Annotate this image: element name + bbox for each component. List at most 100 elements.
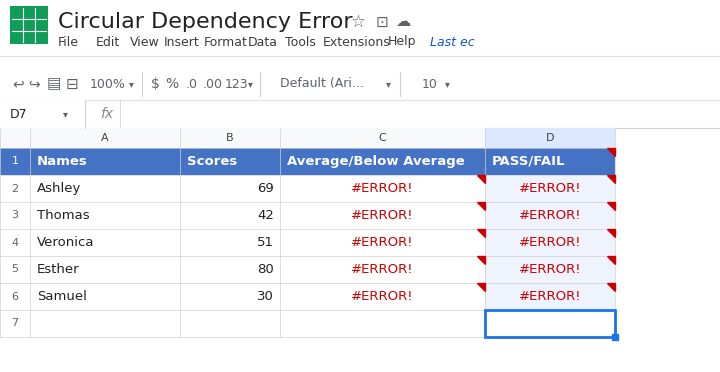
- Text: #ERROR!: #ERROR!: [351, 236, 414, 249]
- Text: #ERROR!: #ERROR!: [518, 290, 581, 303]
- Text: ▾: ▾: [386, 79, 390, 89]
- Polygon shape: [477, 283, 485, 291]
- Text: ↩: ↩: [12, 77, 24, 91]
- Text: Help: Help: [388, 35, 416, 48]
- Text: ⊡: ⊡: [376, 15, 388, 29]
- Polygon shape: [607, 256, 615, 264]
- Text: B: B: [226, 133, 234, 143]
- Polygon shape: [477, 256, 485, 264]
- Bar: [485, 202, 615, 229]
- Text: fx: fx: [100, 107, 113, 121]
- Text: 6: 6: [12, 292, 19, 301]
- Polygon shape: [607, 283, 615, 291]
- Text: ▤: ▤: [47, 77, 61, 92]
- Text: ▾: ▾: [63, 109, 68, 119]
- Bar: [0, 283, 615, 310]
- Bar: [30, 148, 615, 175]
- Text: #ERROR!: #ERROR!: [351, 209, 414, 222]
- Text: C: C: [379, 133, 387, 143]
- Bar: [0, 68, 720, 100]
- Text: 4: 4: [12, 237, 19, 247]
- Text: Insert: Insert: [164, 35, 199, 48]
- Text: Data: Data: [248, 35, 278, 48]
- Text: View: View: [130, 35, 160, 48]
- Text: %: %: [166, 77, 179, 91]
- Text: 3: 3: [12, 211, 19, 221]
- Text: 123: 123: [224, 77, 248, 90]
- Text: ☆: ☆: [351, 13, 366, 31]
- Polygon shape: [607, 229, 615, 237]
- Text: Tools: Tools: [285, 35, 316, 48]
- Text: Last ec: Last ec: [430, 35, 474, 48]
- Bar: [0, 310, 615, 337]
- Bar: [0, 0, 720, 58]
- Text: Extensions: Extensions: [323, 35, 391, 48]
- Text: Esther: Esther: [37, 263, 80, 276]
- Polygon shape: [477, 229, 485, 237]
- Bar: [485, 175, 615, 202]
- Bar: [10, 6, 48, 44]
- Text: 80: 80: [257, 263, 274, 276]
- Text: ▾: ▾: [129, 79, 133, 89]
- Bar: [485, 310, 615, 337]
- Text: ▾: ▾: [444, 79, 449, 89]
- Text: 7: 7: [12, 318, 19, 328]
- Text: Format: Format: [204, 35, 248, 48]
- Bar: [0, 100, 85, 128]
- Text: 5: 5: [12, 264, 19, 275]
- Bar: [485, 128, 615, 148]
- Text: 30: 30: [257, 290, 274, 303]
- Bar: [0, 229, 615, 256]
- Bar: [0, 256, 615, 283]
- Text: Scores: Scores: [187, 155, 238, 168]
- Text: Names: Names: [37, 155, 88, 168]
- Text: ↪: ↪: [28, 77, 40, 91]
- Text: Thomas: Thomas: [37, 209, 89, 222]
- Polygon shape: [607, 175, 615, 183]
- Text: #ERROR!: #ERROR!: [351, 182, 414, 195]
- Text: D7: D7: [10, 108, 27, 121]
- Text: Edit: Edit: [96, 35, 120, 48]
- Bar: [485, 256, 615, 283]
- Text: 100%: 100%: [90, 77, 126, 90]
- Bar: [485, 229, 615, 256]
- Bar: [485, 310, 615, 337]
- Text: File: File: [58, 35, 79, 48]
- Text: #ERROR!: #ERROR!: [351, 290, 414, 303]
- Text: ☁: ☁: [395, 15, 410, 29]
- Bar: [0, 148, 30, 175]
- Bar: [0, 128, 615, 148]
- Text: #ERROR!: #ERROR!: [518, 209, 581, 222]
- Text: 51: 51: [257, 236, 274, 249]
- Text: 10: 10: [422, 77, 438, 90]
- Bar: [0, 175, 615, 202]
- Text: Veronica: Veronica: [37, 236, 94, 249]
- Polygon shape: [607, 148, 615, 156]
- Text: #ERROR!: #ERROR!: [351, 263, 414, 276]
- Text: PASS/FAIL: PASS/FAIL: [492, 155, 565, 168]
- Text: D: D: [546, 133, 554, 143]
- Polygon shape: [607, 202, 615, 210]
- Polygon shape: [477, 175, 485, 183]
- Text: 1: 1: [12, 157, 19, 167]
- Polygon shape: [477, 202, 485, 210]
- Text: 42: 42: [257, 209, 274, 222]
- Text: .00: .00: [203, 77, 223, 90]
- Text: ▾: ▾: [248, 79, 253, 89]
- Text: 69: 69: [257, 182, 274, 195]
- Text: #ERROR!: #ERROR!: [518, 263, 581, 276]
- Text: Samuel: Samuel: [37, 290, 87, 303]
- Text: #ERROR!: #ERROR!: [518, 182, 581, 195]
- Text: 2: 2: [12, 183, 19, 193]
- Text: ⊟: ⊟: [66, 77, 78, 92]
- Text: $: $: [150, 77, 159, 91]
- Text: A: A: [102, 133, 109, 143]
- Text: .0: .0: [186, 77, 198, 90]
- Bar: [485, 283, 615, 310]
- Text: #ERROR!: #ERROR!: [518, 236, 581, 249]
- Bar: [0, 100, 720, 128]
- Bar: [0, 202, 615, 229]
- Text: Default (Ari...: Default (Ari...: [280, 77, 364, 90]
- Text: Ashley: Ashley: [37, 182, 81, 195]
- Text: Circular Dependency Error: Circular Dependency Error: [58, 12, 353, 32]
